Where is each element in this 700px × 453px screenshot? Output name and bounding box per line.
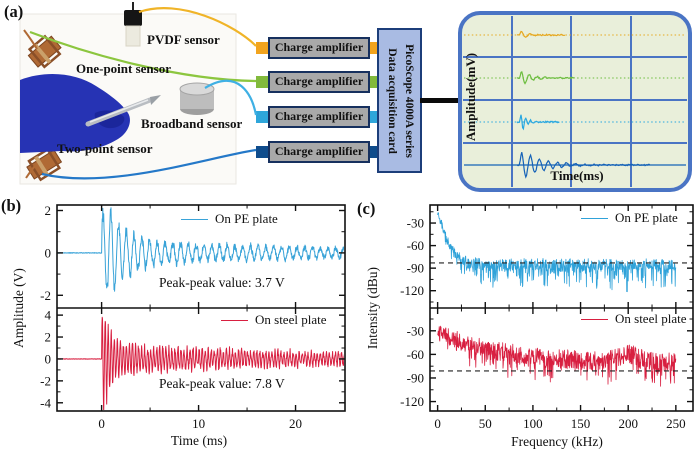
charge-amplifier-box-2: Charge amplifier <box>256 71 382 93</box>
connector-tab <box>256 42 268 54</box>
charge-amplifier-label: Charge amplifier <box>274 109 364 123</box>
charge-amplifier-box-3: Charge amplifier <box>256 106 382 128</box>
connector-tab <box>256 146 268 158</box>
charge-amplifier-label: Charge amplifier <box>274 74 364 88</box>
daq-label-line-1: Data acquisition card <box>386 47 398 154</box>
connector-tab <box>256 76 268 88</box>
daq-card-box: Data acquisition card PicoScope 4000A se… <box>377 28 422 173</box>
daq-label-line-2: PicoScope 4000A series <box>403 43 415 158</box>
charge-amplifier-label: Charge amplifier <box>274 144 364 158</box>
charge-amplifier-box-1: Charge amplifier <box>256 37 382 59</box>
connector-tab <box>256 111 268 123</box>
charge-amplifier-label: Charge amplifier <box>274 40 364 54</box>
charge-amplifier-box-4: Charge amplifier <box>256 141 382 163</box>
